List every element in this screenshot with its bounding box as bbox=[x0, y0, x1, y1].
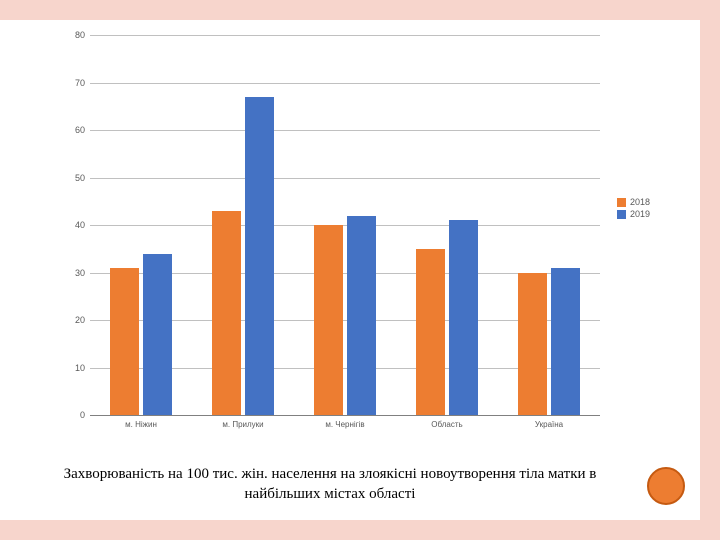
bar-group: Україна bbox=[498, 35, 600, 415]
bar bbox=[110, 268, 139, 415]
bar-group: м. Ніжин bbox=[90, 35, 192, 415]
bar bbox=[347, 216, 376, 416]
y-tick-label: 20 bbox=[60, 315, 85, 325]
y-tick-label: 10 bbox=[60, 363, 85, 373]
y-tick-label: 40 bbox=[60, 220, 85, 230]
x-tick-label: м. Ніжин bbox=[101, 420, 181, 429]
bar-chart: 01020304050607080 м. Ніжинм. Прилуким. Ч… bbox=[40, 30, 660, 450]
x-tick-label: м. Чернігів bbox=[305, 420, 385, 429]
decor-border-top bbox=[0, 0, 720, 20]
y-tick-label: 70 bbox=[60, 78, 85, 88]
decor-border-right bbox=[700, 0, 720, 540]
legend-swatch bbox=[617, 198, 626, 207]
bar bbox=[416, 249, 445, 415]
legend-item: 2019 bbox=[617, 209, 650, 219]
bar bbox=[245, 97, 274, 415]
bar bbox=[449, 220, 478, 415]
chart-caption: Захворюваність на 100 тис. жін. населенн… bbox=[60, 465, 600, 504]
bars-layer: м. Ніжинм. Прилуким. ЧернігівОбластьУкра… bbox=[90, 35, 600, 415]
x-tick-label: м. Прилуки bbox=[203, 420, 283, 429]
decor-border-bottom bbox=[0, 520, 720, 540]
bar bbox=[551, 268, 580, 415]
slide: 01020304050607080 м. Ніжинм. Прилуким. Ч… bbox=[0, 0, 720, 540]
bar bbox=[212, 211, 241, 415]
y-tick-label: 60 bbox=[60, 125, 85, 135]
y-tick-label: 50 bbox=[60, 173, 85, 183]
legend-swatch bbox=[617, 210, 626, 219]
plot-area: 01020304050607080 м. Ніжинм. Прилуким. Ч… bbox=[90, 35, 600, 416]
decor-circle bbox=[647, 467, 685, 505]
legend-label: 2018 bbox=[630, 197, 650, 207]
legend: 2018 2019 bbox=[617, 195, 650, 221]
y-tick-label: 0 bbox=[60, 410, 85, 420]
y-tick-label: 30 bbox=[60, 268, 85, 278]
bar-group: м. Чернігів bbox=[294, 35, 396, 415]
x-tick-label: Область bbox=[407, 420, 487, 429]
bar bbox=[314, 225, 343, 415]
bar bbox=[143, 254, 172, 416]
legend-label: 2019 bbox=[630, 209, 650, 219]
bar-group: Область bbox=[396, 35, 498, 415]
legend-item: 2018 bbox=[617, 197, 650, 207]
x-tick-label: Україна bbox=[509, 420, 589, 429]
bar-group: м. Прилуки bbox=[192, 35, 294, 415]
bar bbox=[518, 273, 547, 416]
y-tick-label: 80 bbox=[60, 30, 85, 40]
